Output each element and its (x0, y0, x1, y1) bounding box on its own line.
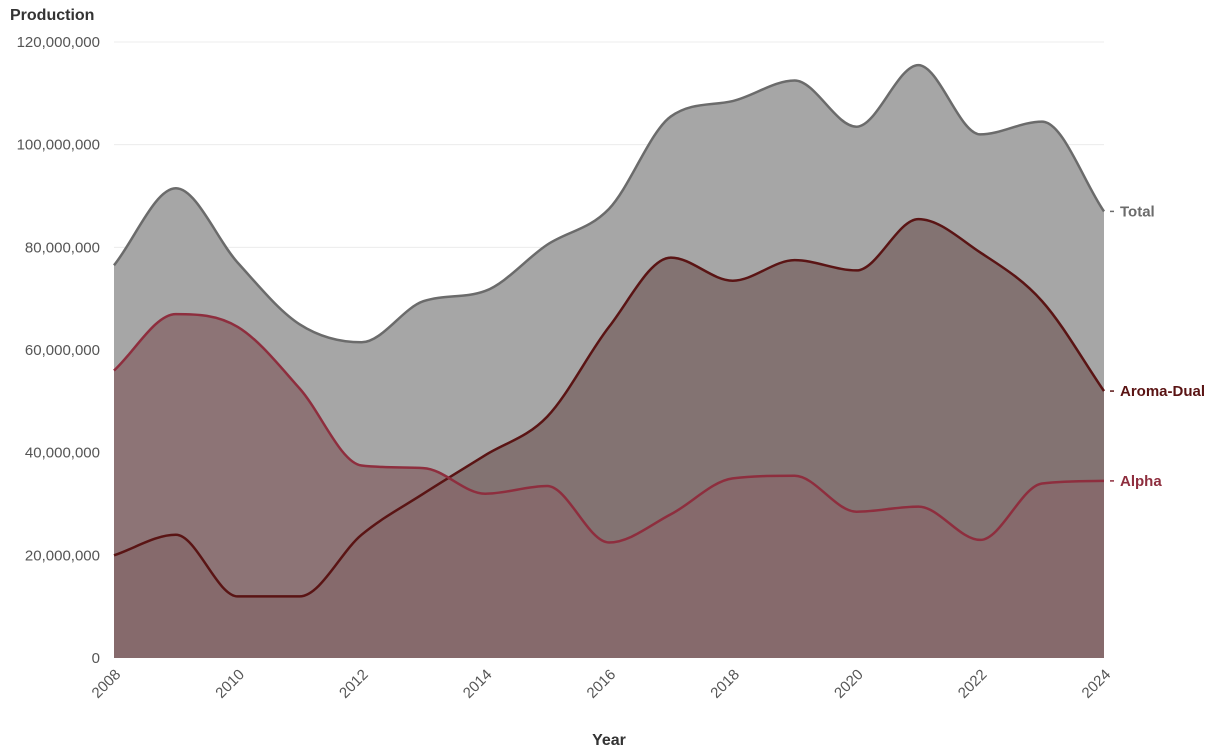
y-tick-label: 120,000,000 (17, 34, 100, 51)
total-label: Total (1120, 203, 1155, 220)
y-tick-label: 40,000,000 (25, 445, 100, 462)
total-line (113, 63, 1106, 344)
y-tick-label: 60,000,000 (25, 342, 100, 359)
x-tick-label: 2018 (707, 666, 743, 702)
x-axis-title: Year (592, 732, 626, 749)
x-tick-label: 2020 (831, 666, 867, 702)
alpha-line (113, 312, 1105, 544)
series-areas (114, 65, 1104, 659)
x-tick-label: 2010 (212, 666, 248, 702)
x-tick-label: 2008 (89, 666, 125, 702)
x-axis: 2008 2010 2012 2014 2016 2018 2020 2022 2024 (89, 666, 1115, 702)
series-labels: Total Aroma-Dual Alpha (1110, 203, 1205, 490)
x-tick-label: 2016 (584, 666, 620, 702)
x-tick-label: 2014 (460, 666, 496, 702)
x-tick-label: 2012 (336, 666, 372, 702)
x-tick-label: 2024 (1079, 666, 1115, 702)
series-lines (113, 63, 1106, 598)
y-tick-label: 20,000,000 (25, 547, 100, 564)
alpha-label: Alpha (1120, 473, 1162, 490)
y-axis: 0 20,000,000 40,000,000 60,000,000 80,000,00… (17, 34, 100, 667)
aroma-dual-label: Aroma-Dual (1120, 383, 1205, 400)
y-tick-label: 0 (92, 650, 100, 667)
y-tick-label: 100,000,000 (17, 137, 100, 154)
alpha-area (114, 314, 1104, 658)
x-tick-label: 2022 (955, 666, 991, 702)
y-axis-title: Production (10, 7, 94, 24)
aroma-dual-line (113, 217, 1106, 598)
y-tick-label: 80,000,000 (25, 239, 100, 256)
